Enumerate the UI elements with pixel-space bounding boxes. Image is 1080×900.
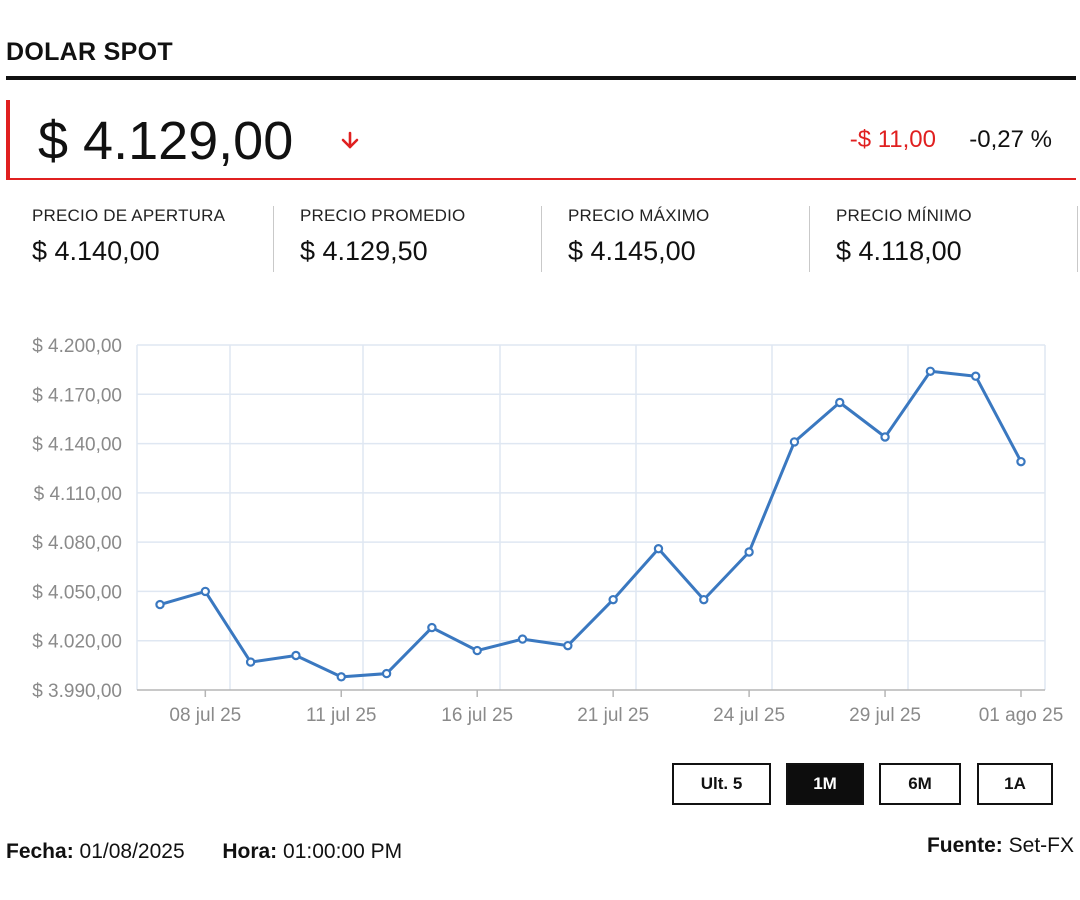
data-point[interactable]: [608, 594, 618, 605]
y-tick-label: $ 4.080,00: [32, 533, 122, 554]
data-point[interactable]: [880, 432, 890, 442]
data-point[interactable]: [200, 586, 211, 597]
price-panel: $ 4.129,00 -$ 11,00 -0,27 %: [6, 100, 1076, 180]
data-point[interactable]: [381, 668, 392, 679]
data-point[interactable]: [427, 622, 437, 633]
x-tick-label: 08 jul 25: [169, 705, 241, 726]
stat-value: $ 4.145,00: [568, 236, 696, 266]
title-divider: [6, 76, 1076, 80]
y-tick-label: $ 4.020,00: [32, 632, 122, 653]
data-point[interactable]: [1016, 456, 1026, 467]
footer-source: Fuente: Set-FX: [927, 834, 1074, 858]
stat-label: PRECIO PROMEDIO: [300, 206, 466, 225]
data-point[interactable]: [789, 437, 800, 447]
y-tick-label: $ 4.200,00: [32, 336, 122, 357]
fecha-label: Fecha:: [6, 840, 74, 863]
x-tick-label: 21 jul 25: [577, 705, 649, 726]
stat-label: PRECIO DE APERTURA: [32, 206, 226, 225]
stat-label: PRECIO MÍNIMO: [836, 206, 972, 225]
data-point[interactable]: [970, 371, 981, 381]
data-point[interactable]: [517, 634, 528, 644]
price-change-percent: -0,27 %: [969, 126, 1052, 153]
data-point[interactable]: [245, 657, 256, 667]
range-button-last5[interactable]: Ult. 5: [672, 763, 771, 805]
x-tick-label: 11 jul 25: [306, 705, 376, 726]
data-point[interactable]: [291, 650, 301, 661]
price-line-chart[interactable]: $ 4.200,00 $ 4.170,00 $ 4.140,00 $ 4.110,00…: [0, 320, 1080, 730]
data-point[interactable]: [653, 544, 664, 554]
fecha-value: 01/08/2025: [79, 840, 185, 863]
x-tick-label: 29 jul 25: [849, 705, 921, 726]
y-tick-label: $ 4.110,00: [34, 484, 122, 505]
y-tick-label: $ 3.990,00: [32, 681, 122, 702]
series-line: [159, 369, 1023, 679]
stats-row: PRECIO DE APERTURA $ 4.140,00 PRECIO PRO…: [6, 206, 1078, 272]
data-point[interactable]: [744, 547, 754, 557]
data-point[interactable]: [155, 599, 165, 610]
data-point[interactable]: [472, 645, 482, 656]
data-point[interactable]: [835, 397, 845, 408]
page-title: DOLAR SPOT: [6, 38, 173, 66]
x-tick-label: 16 jul 25: [441, 705, 513, 726]
fuente-label: Fuente:: [926, 834, 1003, 857]
y-tick-label: $ 4.050,00: [32, 582, 122, 603]
stat-value: $ 4.129,50: [300, 236, 428, 266]
y-tick-label: $ 4.140,00: [32, 435, 122, 456]
data-point[interactable]: [925, 366, 936, 376]
stat-max-price: PRECIO MÁXIMO $ 4.145,00: [542, 206, 810, 272]
stat-value: $ 4.140,00: [32, 236, 160, 266]
stat-min-price: PRECIO MÍNIMO $ 4.118,00: [810, 206, 1078, 272]
range-button-1m[interactable]: 1M: [786, 763, 864, 805]
range-button-1a[interactable]: 1A: [977, 763, 1053, 805]
x-tick-label: 24 jul 25: [713, 705, 785, 726]
data-point[interactable]: [336, 672, 346, 682]
data-point[interactable]: [699, 594, 709, 605]
data-point[interactable]: [563, 640, 573, 651]
stat-label: PRECIO MÁXIMO: [568, 206, 710, 225]
price-change-absolute: -$ 11,00: [849, 126, 936, 153]
hora-value: 01:00:00 PM: [283, 840, 403, 863]
y-tick-label: $ 4.170,00: [32, 385, 122, 406]
stat-value: $ 4.118,00: [836, 236, 962, 266]
stat-average-price: PRECIO PROMEDIO $ 4.129,50: [274, 206, 542, 272]
range-button-6m[interactable]: 6M: [879, 763, 961, 805]
stat-opening-price: PRECIO DE APERTURA $ 4.140,00: [6, 206, 274, 272]
current-price: $ 4.129,00: [38, 111, 294, 171]
fuente-value: Set-FX: [1008, 834, 1074, 857]
hora-label: Hora:: [222, 840, 278, 863]
footer-date-time: Fecha: 01/08/2025 Hora: 01:00:00 PM: [6, 840, 402, 864]
x-tick-label: 01 ago 25: [979, 705, 1064, 726]
arrow-down-icon: [341, 131, 359, 149]
